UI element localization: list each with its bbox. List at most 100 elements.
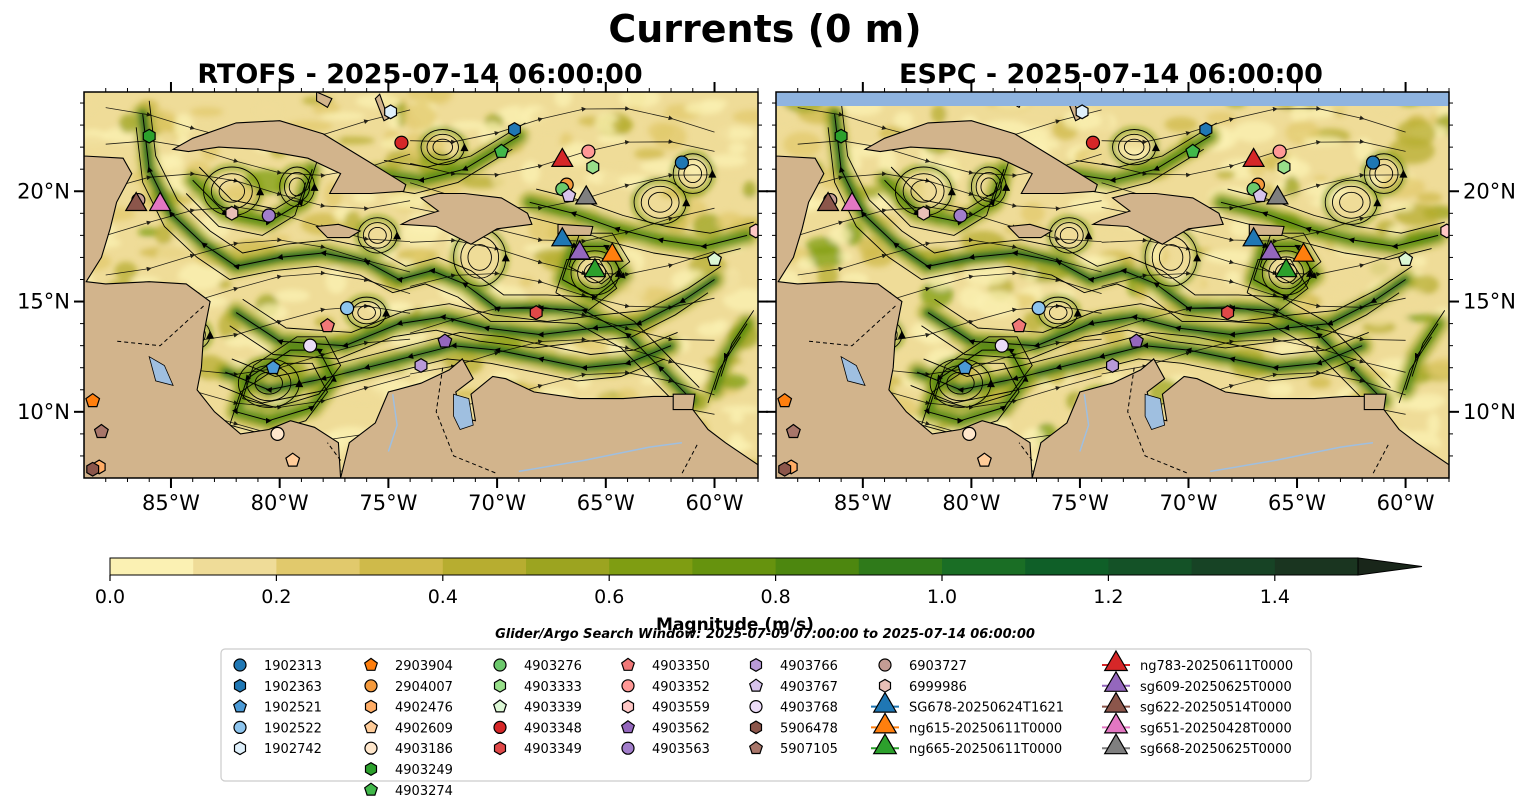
legend-4903766-marker — [749, 658, 763, 672]
glider-SG678-20250624T1621-marker — [1242, 226, 1266, 247]
country-border — [327, 442, 342, 461]
legend-label: sg651-20250428T0000 — [1140, 721, 1292, 736]
legend-5907105-marker — [748, 740, 764, 755]
legend-label: 6999986 — [909, 680, 967, 695]
lake — [1144, 393, 1166, 430]
legend-SG678-20250624T1621-marker — [872, 691, 898, 713]
legend-5906478-marker — [749, 720, 763, 735]
figure-title: Currents (0 m) — [608, 7, 921, 51]
argo-float-4903349-marker — [1221, 305, 1235, 321]
x-tick-label: 85°W — [834, 491, 892, 515]
magnitude-colorbar: 0.0 0.2 0.4 0.6 0.8 1.0 1.2 1.4 — [95, 557, 1423, 608]
glider-ng665-20250611T0000-marker — [583, 257, 607, 278]
legend: 1902313 1902363 1902521 1902522 1902742 29039… — [220, 648, 1312, 798]
argo-float-1902521-marker — [265, 359, 281, 375]
markers — [85, 104, 758, 477]
colorbar-segment — [1274, 558, 1359, 575]
legend-4903562-marker — [620, 720, 636, 734]
x-tick-label: 65°W — [1268, 491, 1326, 515]
argo-float-4903767-marker — [561, 187, 577, 203]
argo-float-4903559-marker — [1440, 223, 1449, 239]
lake — [148, 355, 174, 386]
legend-sg609-20250625T0000-marker — [1103, 670, 1129, 692]
glider-sg651-20250428T0000-marker — [840, 191, 864, 212]
legend-label: 4903333 — [524, 680, 582, 695]
legend-4903348-marker — [493, 720, 507, 735]
legend-1902313-marker — [233, 658, 247, 672]
legend-4903276-marker — [493, 658, 507, 672]
legend-label: 4903766 — [780, 659, 838, 674]
x-tick-label: 60°W — [1377, 491, 1435, 515]
legend-4903563-marker — [621, 741, 635, 755]
glider-ng783-20250611T0000-marker — [1242, 147, 1266, 167]
legend-4903339-marker — [492, 699, 508, 713]
colorbar-frame — [109, 557, 1359, 576]
legend-label: 1902521 — [264, 701, 322, 716]
colorbar-tick-label: 1.4 — [1260, 586, 1290, 608]
colorbar-tick-label: 0.2 — [261, 586, 291, 608]
argo-float-1902522-marker — [1031, 301, 1046, 316]
legend-label: ng665-20250611T0000 — [909, 742, 1062, 757]
glider-sg651-20250428T0000-marker — [148, 191, 172, 212]
legend-4903274-marker — [363, 782, 379, 796]
colorbar-segment — [1108, 558, 1193, 575]
map-frame — [83, 91, 759, 479]
argo-float-4903339-marker — [1398, 251, 1414, 266]
no-data-band — [776, 92, 1449, 106]
legend-box — [220, 648, 1312, 782]
legend-ng783-20250611T0000-marker — [1103, 649, 1129, 672]
x-tick-label: 80°W — [942, 491, 1000, 515]
legend-label: 4903339 — [524, 701, 582, 716]
glider-sg609-20250625T0000-marker — [1259, 239, 1283, 260]
glider-sg609-20250625T0000-marker — [568, 239, 592, 260]
legend-4903249-marker — [364, 762, 378, 776]
argo-float-4903186-marker — [962, 426, 977, 441]
legend-6903727-marker — [878, 658, 892, 672]
legend-label: 1902363 — [264, 680, 322, 695]
legend-1902363-marker — [233, 678, 247, 693]
rtofs-map-panel: 85°W 80°W 75°W 70°W 65°W 60°W 10°N 15°N 20°N — [17, 82, 768, 515]
legend-ng615-20250611T0000-marker — [872, 712, 898, 734]
lake — [840, 355, 866, 386]
legend-sg668-20250625T0000-marker — [1103, 733, 1129, 755]
legend-label: 4903274 — [395, 784, 453, 798]
legend-label: 4903249 — [395, 763, 453, 778]
argo-float-4903768-marker — [994, 338, 1009, 353]
argo-float-4903766-marker — [414, 358, 428, 373]
colorbar-tick-label: 0.8 — [760, 586, 790, 608]
country-border — [1018, 442, 1033, 461]
legend-label: 4903562 — [652, 721, 710, 736]
colorbar-tick-label: 1.0 — [927, 586, 957, 608]
search-window-text: Glider/Argo Search Window: 2025-07-09 07… — [495, 627, 1035, 642]
legend-4903333-marker — [493, 678, 507, 693]
argo-float-4903768-marker — [303, 338, 318, 353]
colorbar-segment — [775, 558, 860, 575]
legend-label: 4903352 — [652, 680, 710, 695]
y-tick-label: 15°N — [1463, 290, 1516, 314]
argo-float-5906478-marker — [778, 461, 792, 477]
argo-float-4903563-marker — [261, 208, 276, 223]
y-tick-label: 10°N — [1463, 400, 1516, 424]
argo-float-4903249-marker — [142, 128, 156, 144]
argo-float-1902742-marker — [384, 104, 398, 120]
country-border — [681, 444, 698, 474]
glider-ng783-20250611T0000-marker — [550, 147, 574, 167]
legend-1902521-marker — [232, 699, 248, 713]
argo-float-1902363-marker — [508, 122, 522, 137]
espc-map-panel: 85°W 80°W 75°W 70°W 65°W 60°W 10°N 15°N 20°N — [766, 82, 1516, 515]
colorbar-segment — [193, 558, 277, 575]
legend-2904007-marker — [364, 679, 378, 693]
argo-float-4903333-marker — [1277, 159, 1291, 175]
argo-float-1902313-marker — [674, 155, 690, 170]
legend-label: 4903349 — [524, 742, 582, 757]
legend-label: 1902313 — [264, 659, 322, 674]
lake — [453, 393, 474, 430]
argo-float-4903339-marker — [706, 251, 723, 266]
legend-ng665-20250611T0000-marker — [872, 733, 898, 755]
x-tick-label: 60°W — [686, 491, 744, 515]
legend-4902609-marker — [363, 720, 379, 734]
glider-sg622-20250514T0000-marker — [816, 191, 840, 212]
colorbar-segment — [276, 558, 361, 575]
colorbar-segment — [1191, 558, 1276, 575]
legend-label: ng783-20250611T0000 — [1140, 659, 1293, 674]
